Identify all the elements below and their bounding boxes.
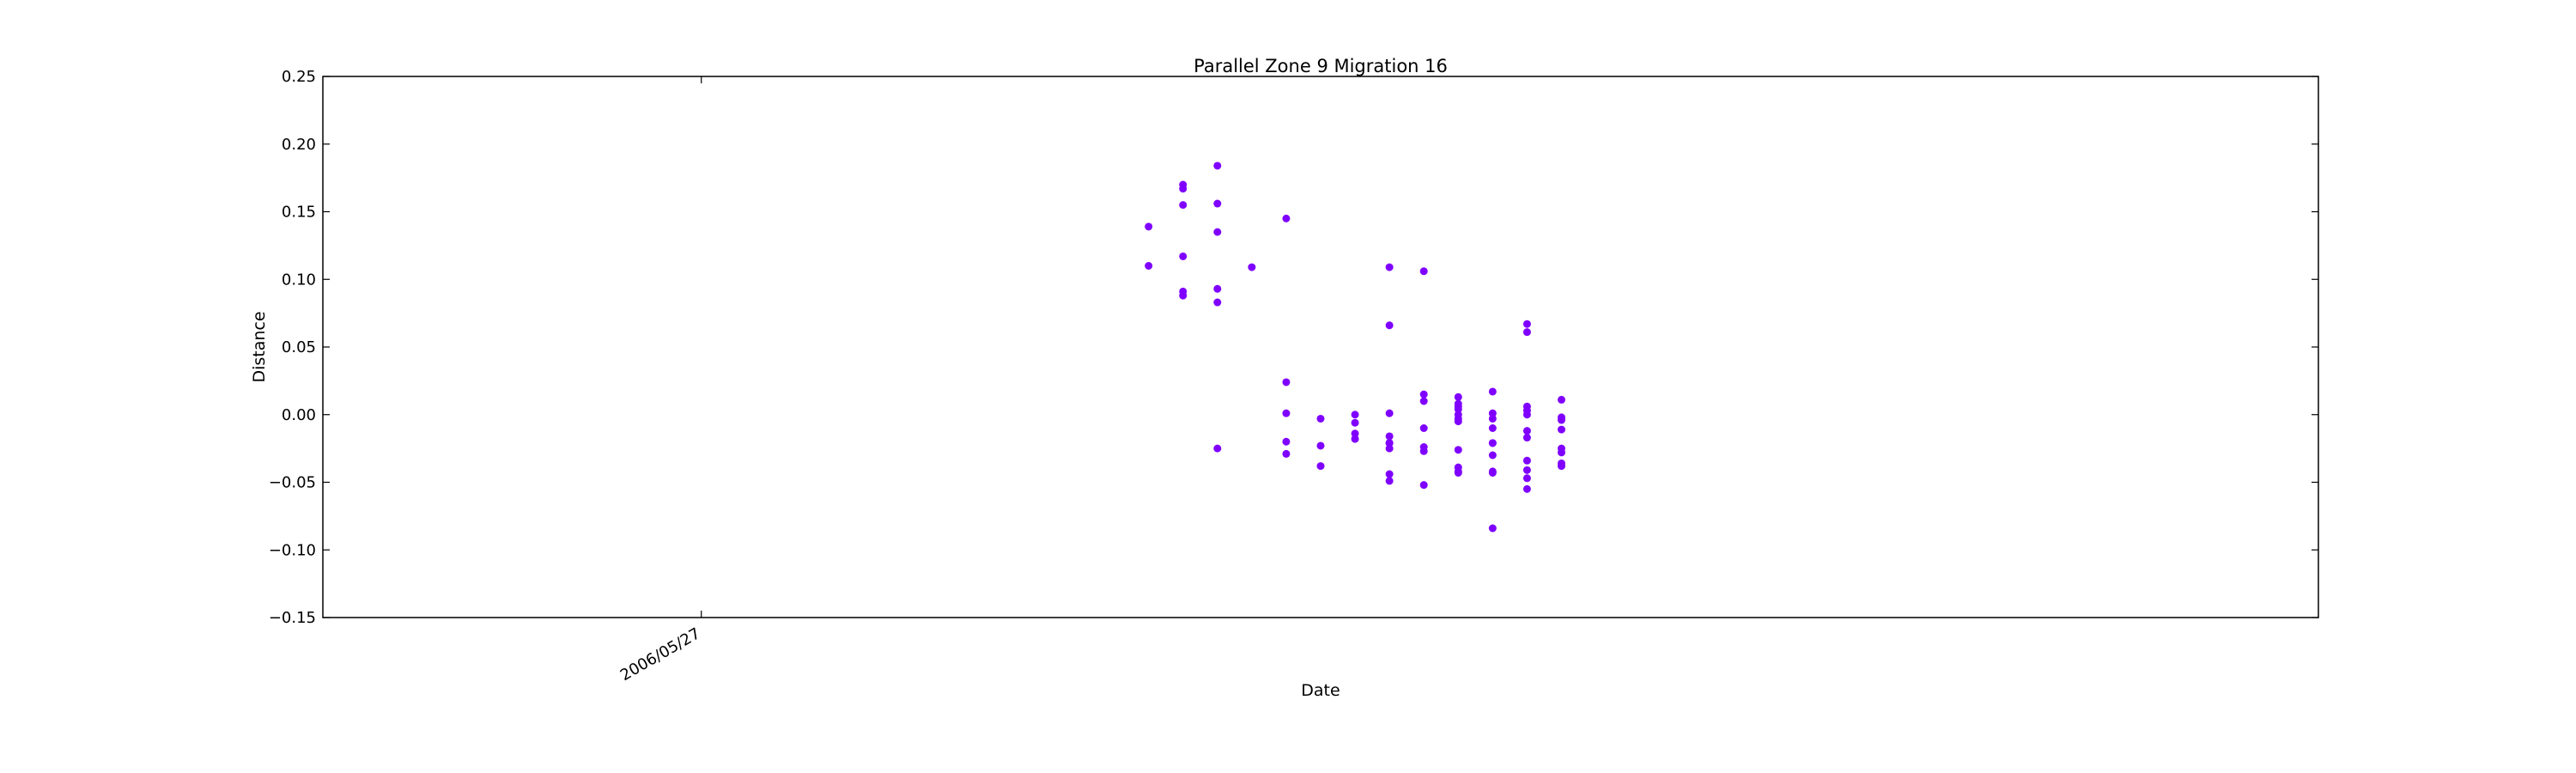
data-points [1145, 161, 1565, 533]
y-axis-ticks: 0.25 0.20 0.15 0.10 0.05 0.00 −0.05 −0.10 −0.15 [269, 68, 2318, 627]
data-point [1213, 444, 1222, 453]
data-point [1454, 393, 1462, 401]
data-point [1419, 481, 1428, 490]
data-point [1179, 252, 1188, 260]
data-point [1488, 451, 1497, 460]
data-point [1557, 448, 1565, 457]
y-tick-label: 0.15 [282, 204, 316, 222]
data-point [1316, 414, 1325, 423]
data-point [1522, 427, 1531, 435]
data-point [1454, 417, 1462, 426]
data-point [1522, 456, 1531, 465]
data-point [1282, 409, 1291, 417]
data-point [1522, 466, 1531, 474]
data-point [1213, 161, 1222, 170]
chart-title: Parallel Zone 9 Migration 16 [1194, 56, 1448, 76]
y-axis-label: Distance [250, 311, 269, 382]
x-axis-ticks: 2006/05/27 [617, 76, 703, 685]
data-point [1557, 459, 1565, 467]
data-point [1488, 387, 1497, 396]
data-point [1385, 477, 1394, 485]
data-point [1351, 435, 1359, 443]
data-point [1351, 429, 1359, 438]
data-point [1454, 468, 1462, 477]
data-point [1419, 447, 1428, 455]
data-point [1385, 439, 1394, 447]
y-tick-label: −0.10 [269, 541, 316, 559]
data-point [1213, 199, 1222, 208]
data-point [1522, 484, 1531, 493]
data-point [1488, 524, 1497, 533]
data-point [1522, 328, 1531, 337]
data-point [1454, 463, 1462, 472]
data-point [1385, 409, 1394, 417]
data-point [1522, 411, 1531, 419]
data-point [1385, 444, 1394, 453]
data-point [1385, 470, 1394, 478]
data-point [1385, 321, 1394, 330]
data-point [1419, 424, 1428, 432]
data-point [1282, 214, 1291, 222]
data-point [1351, 418, 1359, 427]
data-point [1385, 263, 1394, 271]
data-point [1248, 263, 1256, 271]
data-point [1282, 449, 1291, 458]
data-point [1179, 201, 1188, 210]
data-point [1419, 397, 1428, 405]
data-point [1522, 320, 1531, 328]
y-tick-label: 0.05 [282, 338, 316, 356]
data-point [1213, 284, 1222, 293]
y-tick-label: 0.20 [282, 136, 316, 154]
x-tick-label: 2006/05/27 [617, 624, 703, 685]
y-tick-label: −0.15 [269, 609, 316, 627]
data-point [1488, 439, 1497, 447]
data-point [1385, 432, 1394, 441]
data-point [1557, 425, 1565, 434]
data-point [1488, 424, 1497, 432]
data-point [1454, 402, 1462, 411]
data-point [1145, 222, 1153, 231]
data-point [1316, 441, 1325, 450]
y-tick-label: 0.10 [282, 271, 316, 289]
data-point [1454, 446, 1462, 454]
data-point [1522, 434, 1531, 442]
x-axis-label: Date [1301, 681, 1340, 700]
data-point [1419, 267, 1428, 276]
data-point [1488, 468, 1497, 477]
data-point [1557, 395, 1565, 404]
y-tick-label: 0.25 [282, 68, 316, 86]
data-point [1213, 298, 1222, 307]
data-point [1316, 462, 1325, 471]
data-point [1419, 390, 1428, 399]
data-point [1213, 228, 1222, 236]
data-point [1282, 378, 1291, 386]
data-point [1488, 409, 1497, 417]
data-point [1522, 474, 1531, 483]
data-point [1179, 185, 1188, 193]
y-tick-label: 0.00 [282, 406, 316, 424]
plot-area-frame [322, 76, 2319, 618]
y-tick-label: −0.05 [269, 474, 316, 492]
data-point [1179, 291, 1188, 300]
data-point [1488, 414, 1497, 423]
data-point [1282, 437, 1291, 446]
data-point [1557, 416, 1565, 424]
data-point [1145, 262, 1153, 270]
data-point [1351, 411, 1359, 419]
